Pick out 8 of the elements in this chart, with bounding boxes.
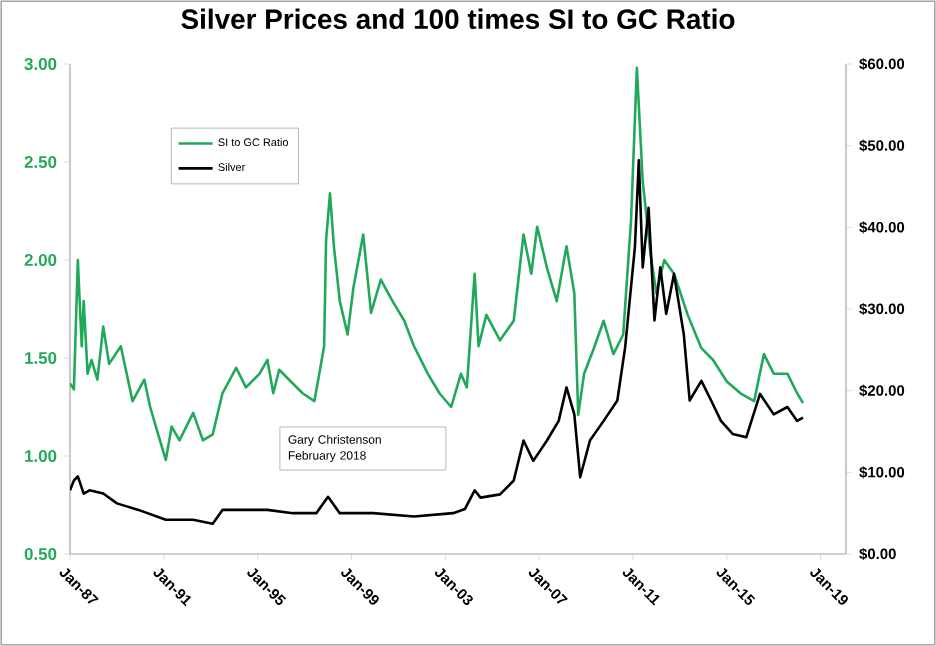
y-tick-label: 0.50: [24, 548, 57, 560]
y-tick-label: 1.00: [25, 450, 57, 462]
line-series: [70, 66, 805, 462]
y-tick-label: 2.00: [24, 254, 57, 266]
chart-title: Silver Prices and 100 times SI to GC Ratio: [181, 8, 735, 30]
y-tick-label: 3.00: [24, 58, 57, 70]
y-tick-label: 1.50: [25, 352, 57, 364]
y-tick-label: 2.50: [24, 156, 57, 168]
